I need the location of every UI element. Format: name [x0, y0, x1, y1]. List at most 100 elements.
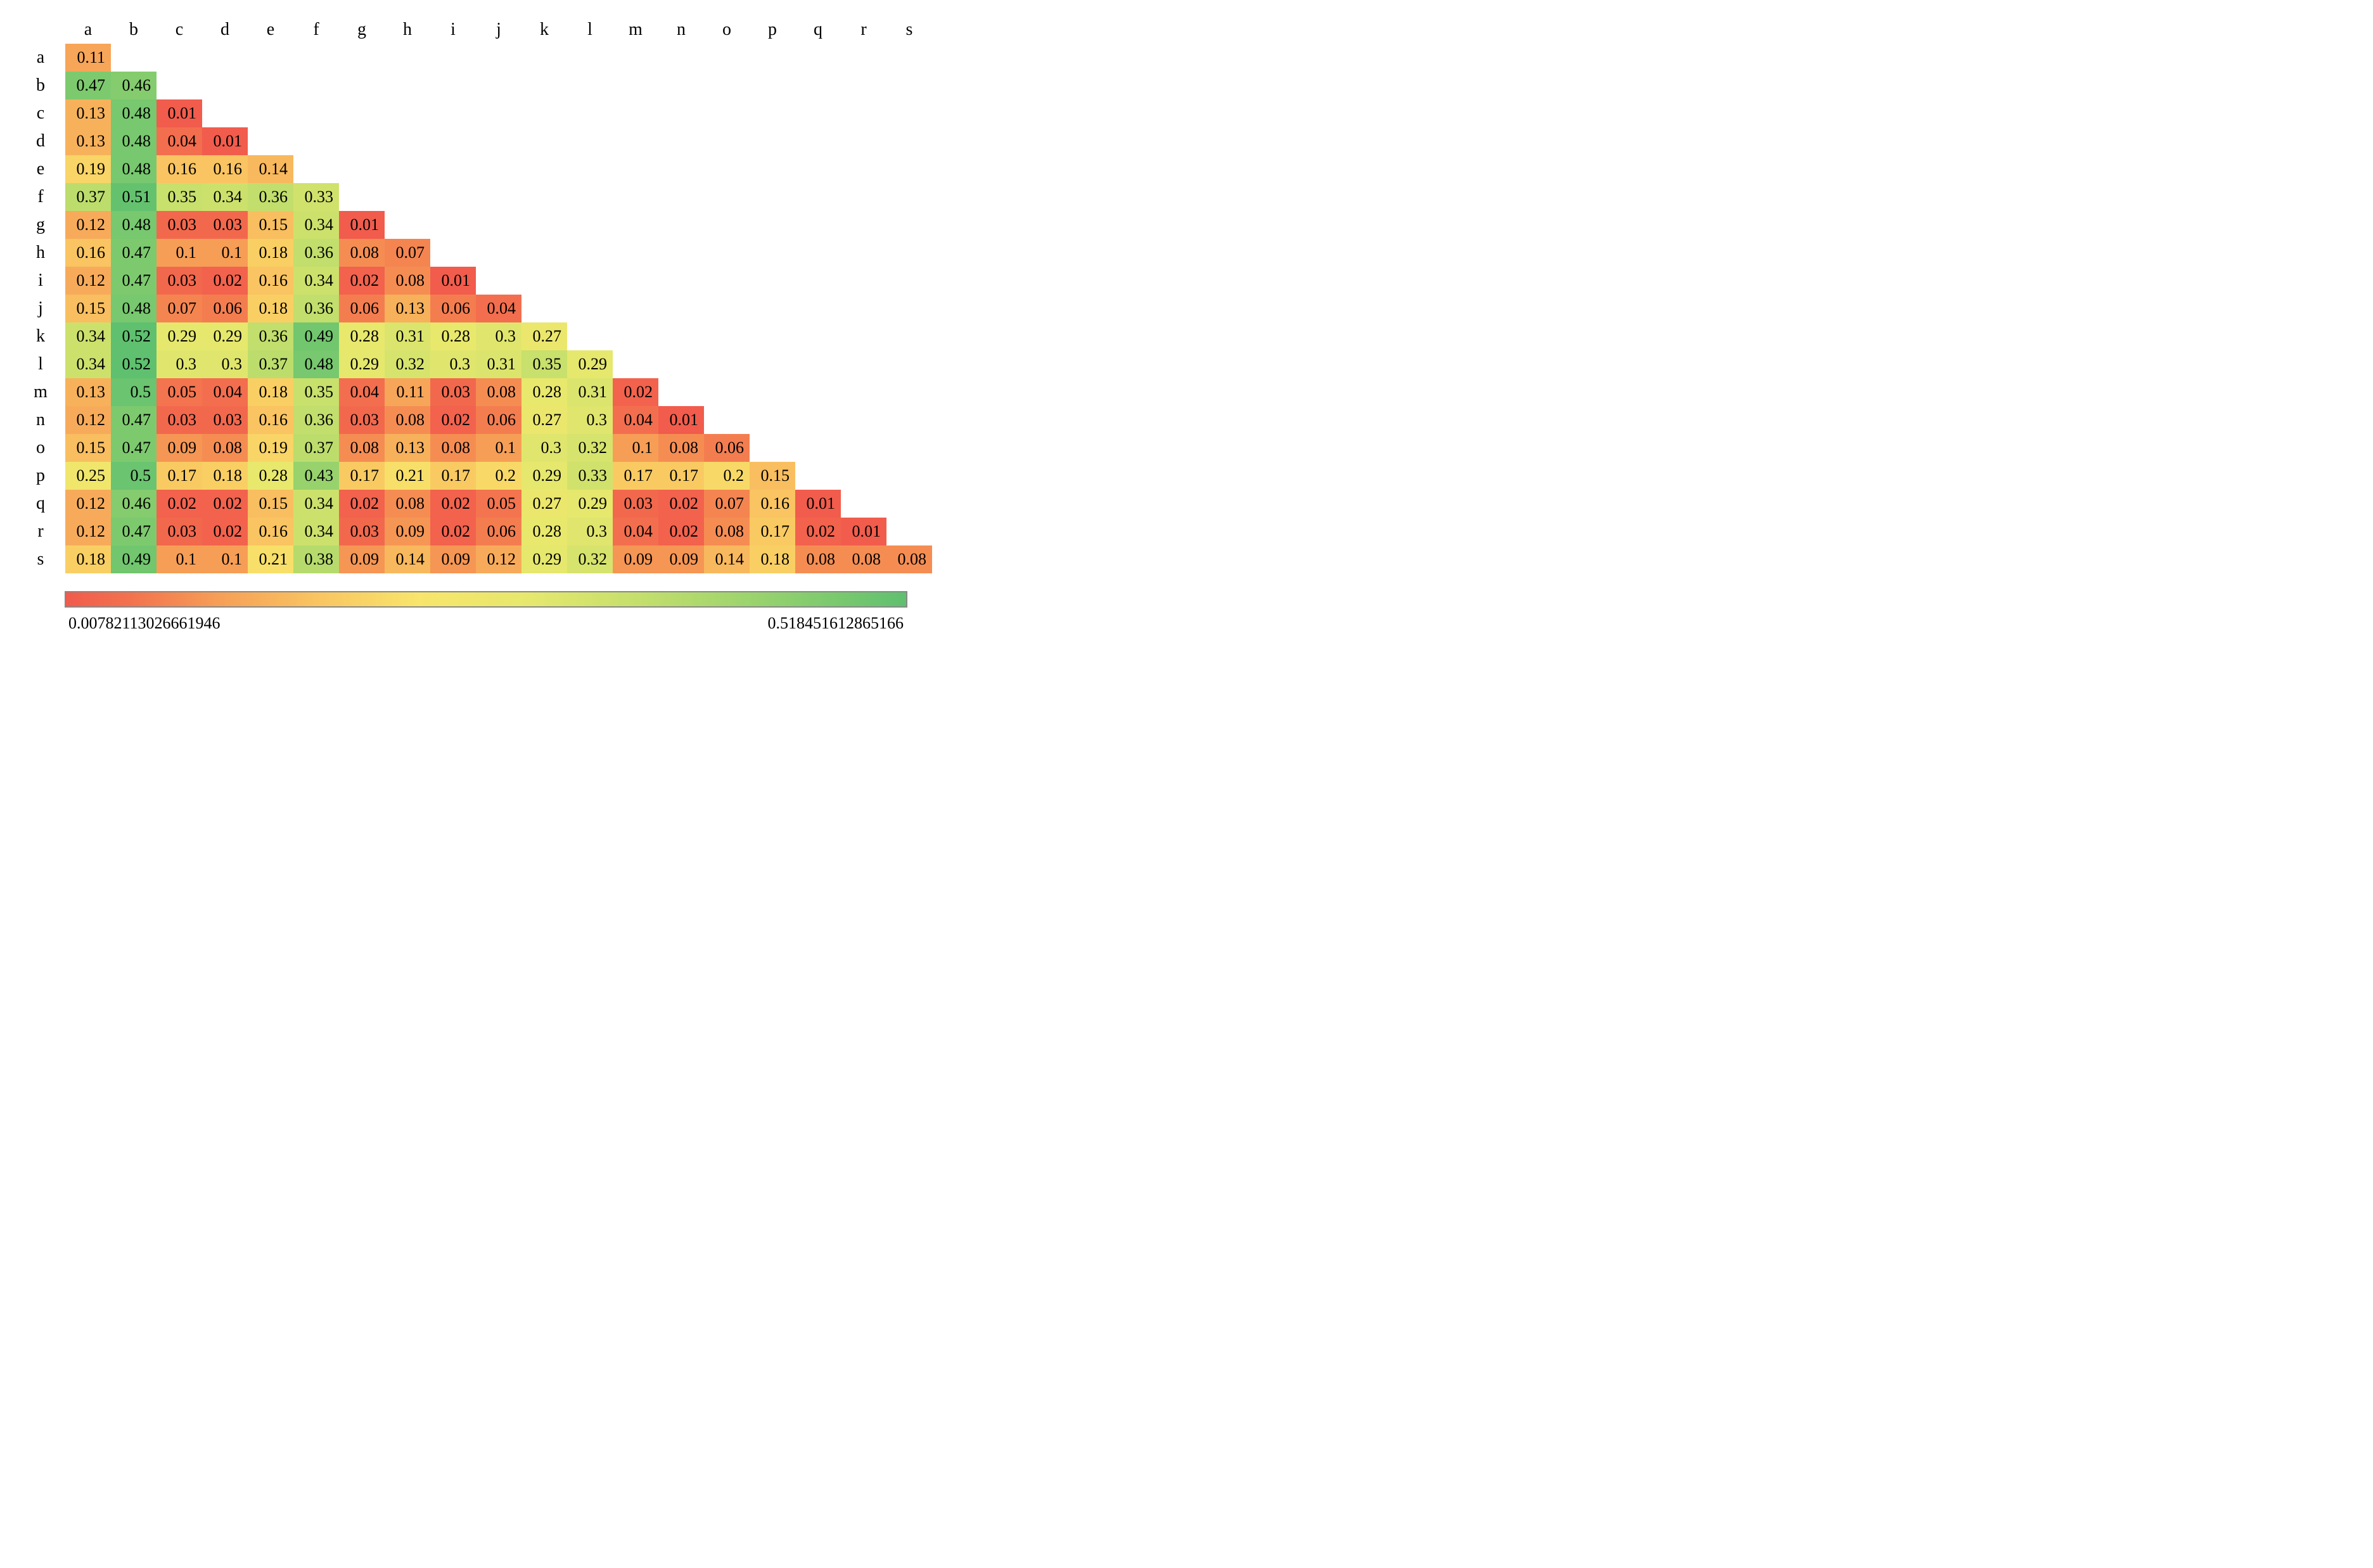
heatmap-cell: 0.08 [658, 434, 704, 462]
heatmap-cell: 0.08 [841, 545, 886, 573]
heatmap-cell: 0.29 [339, 350, 385, 378]
heatmap-blank [613, 267, 658, 295]
heatmap-blank [521, 267, 567, 295]
heatmap-blank [795, 378, 841, 406]
heatmap-cell: 0.06 [202, 295, 248, 322]
row-header: a [25, 44, 65, 72]
heatmap-blank [567, 211, 613, 239]
heatmap-row: n0.120.470.030.030.160.360.030.080.020.0… [25, 406, 932, 434]
heatmap-blank [886, 72, 932, 99]
heatmap-cell: 0.19 [65, 155, 111, 183]
heatmap-row: p0.250.50.170.180.280.430.170.210.170.20… [25, 462, 932, 490]
heatmap-row: m0.130.50.050.040.180.350.040.110.030.08… [25, 378, 932, 406]
heatmap-cell: 0.08 [886, 545, 932, 573]
heatmap-cell: 0.12 [65, 490, 111, 518]
heatmap-cell: 0.08 [385, 406, 430, 434]
heatmap-blank [750, 239, 795, 267]
heatmap-cell: 0.03 [202, 406, 248, 434]
heatmap-cell: 0.02 [202, 490, 248, 518]
heatmap-cell: 0.12 [65, 211, 111, 239]
heatmap-blank [430, 183, 476, 211]
heatmap-cell: 0.51 [111, 183, 157, 211]
heatmap-cell: 0.36 [293, 406, 339, 434]
heatmap-blank [795, 211, 841, 239]
heatmap-blank [841, 239, 886, 267]
heatmap-blank [339, 127, 385, 155]
heatmap-cell: 0.01 [202, 127, 248, 155]
column-header-row: abcdefghijklmnopqrs [25, 19, 932, 44]
colorscale-max-label: 0.518451612865166 [768, 614, 904, 633]
heatmap-row: b0.470.46 [25, 72, 932, 99]
heatmap-cell: 0.29 [521, 545, 567, 573]
heatmap-blank [521, 99, 567, 127]
heatmap-blank [613, 211, 658, 239]
column-header: n [658, 19, 704, 44]
heatmap-row: k0.340.520.290.290.360.490.280.310.280.3… [25, 322, 932, 350]
heatmap-blank [658, 72, 704, 99]
heatmap-blank [567, 183, 613, 211]
heatmap-cell: 0.47 [111, 239, 157, 267]
heatmap-cell: 0.16 [248, 406, 293, 434]
heatmap-cell: 0.3 [521, 434, 567, 462]
heatmap-blank [521, 295, 567, 322]
heatmap-table: abcdefghijklmnopqrs a0.11b0.470.46c0.130… [25, 19, 932, 573]
heatmap-cell: 0.01 [795, 490, 841, 518]
heatmap-row: l0.340.520.30.30.370.480.290.320.30.310.… [25, 350, 932, 378]
heatmap-blank [658, 239, 704, 267]
row-header: i [25, 267, 65, 295]
heatmap-blank [886, 350, 932, 378]
heatmap-cell: 0.35 [521, 350, 567, 378]
heatmap-blank [750, 434, 795, 462]
heatmap-cell: 0.25 [65, 462, 111, 490]
heatmap-cell: 0.48 [111, 155, 157, 183]
heatmap-cell: 0.35 [293, 378, 339, 406]
heatmap-blank [886, 99, 932, 127]
heatmap-blank [886, 44, 932, 72]
heatmap-cell: 0.09 [157, 434, 202, 462]
column-header: f [293, 19, 339, 44]
heatmap-blank [704, 72, 750, 99]
heatmap-cell: 0.34 [293, 267, 339, 295]
heatmap-blank [385, 155, 430, 183]
heatmap-cell: 0.05 [476, 490, 521, 518]
heatmap-cell: 0.48 [111, 211, 157, 239]
heatmap-blank [795, 462, 841, 490]
row-header: p [25, 462, 65, 490]
heatmap-cell: 0.46 [111, 490, 157, 518]
column-header: o [704, 19, 750, 44]
heatmap-row: d0.130.480.040.01 [25, 127, 932, 155]
heatmap-cell: 0.02 [613, 378, 658, 406]
heatmap-blank [750, 322, 795, 350]
heatmap-blank [750, 183, 795, 211]
row-header: j [25, 295, 65, 322]
heatmap-cell: 0.27 [521, 490, 567, 518]
column-header: b [111, 19, 157, 44]
heatmap-cell: 0.28 [248, 462, 293, 490]
heatmap-cell: 0.02 [339, 267, 385, 295]
heatmap-cell: 0.11 [65, 44, 111, 72]
heatmap-cell: 0.16 [65, 239, 111, 267]
heatmap-row: s0.180.490.10.10.210.380.090.140.090.120… [25, 545, 932, 573]
heatmap-cell: 0.04 [476, 295, 521, 322]
heatmap-cell: 0.03 [157, 211, 202, 239]
heatmap-blank [750, 155, 795, 183]
heatmap-blank [658, 295, 704, 322]
heatmap-blank [704, 295, 750, 322]
heatmap-blank [795, 99, 841, 127]
heatmap-blank [567, 72, 613, 99]
heatmap-blank [613, 155, 658, 183]
row-header: q [25, 490, 65, 518]
heatmap-cell: 0.04 [613, 406, 658, 434]
heatmap-cell: 0.08 [339, 239, 385, 267]
heatmap-cell: 0.19 [248, 434, 293, 462]
heatmap-blank [795, 350, 841, 378]
heatmap-blank [750, 211, 795, 239]
heatmap-cell: 0.18 [248, 239, 293, 267]
heatmap-cell: 0.14 [704, 545, 750, 573]
heatmap-cell: 0.47 [65, 72, 111, 99]
heatmap-cell: 0.17 [658, 462, 704, 490]
heatmap-cell: 0.17 [613, 462, 658, 490]
column-header: g [339, 19, 385, 44]
heatmap-blank [704, 267, 750, 295]
row-header: k [25, 322, 65, 350]
